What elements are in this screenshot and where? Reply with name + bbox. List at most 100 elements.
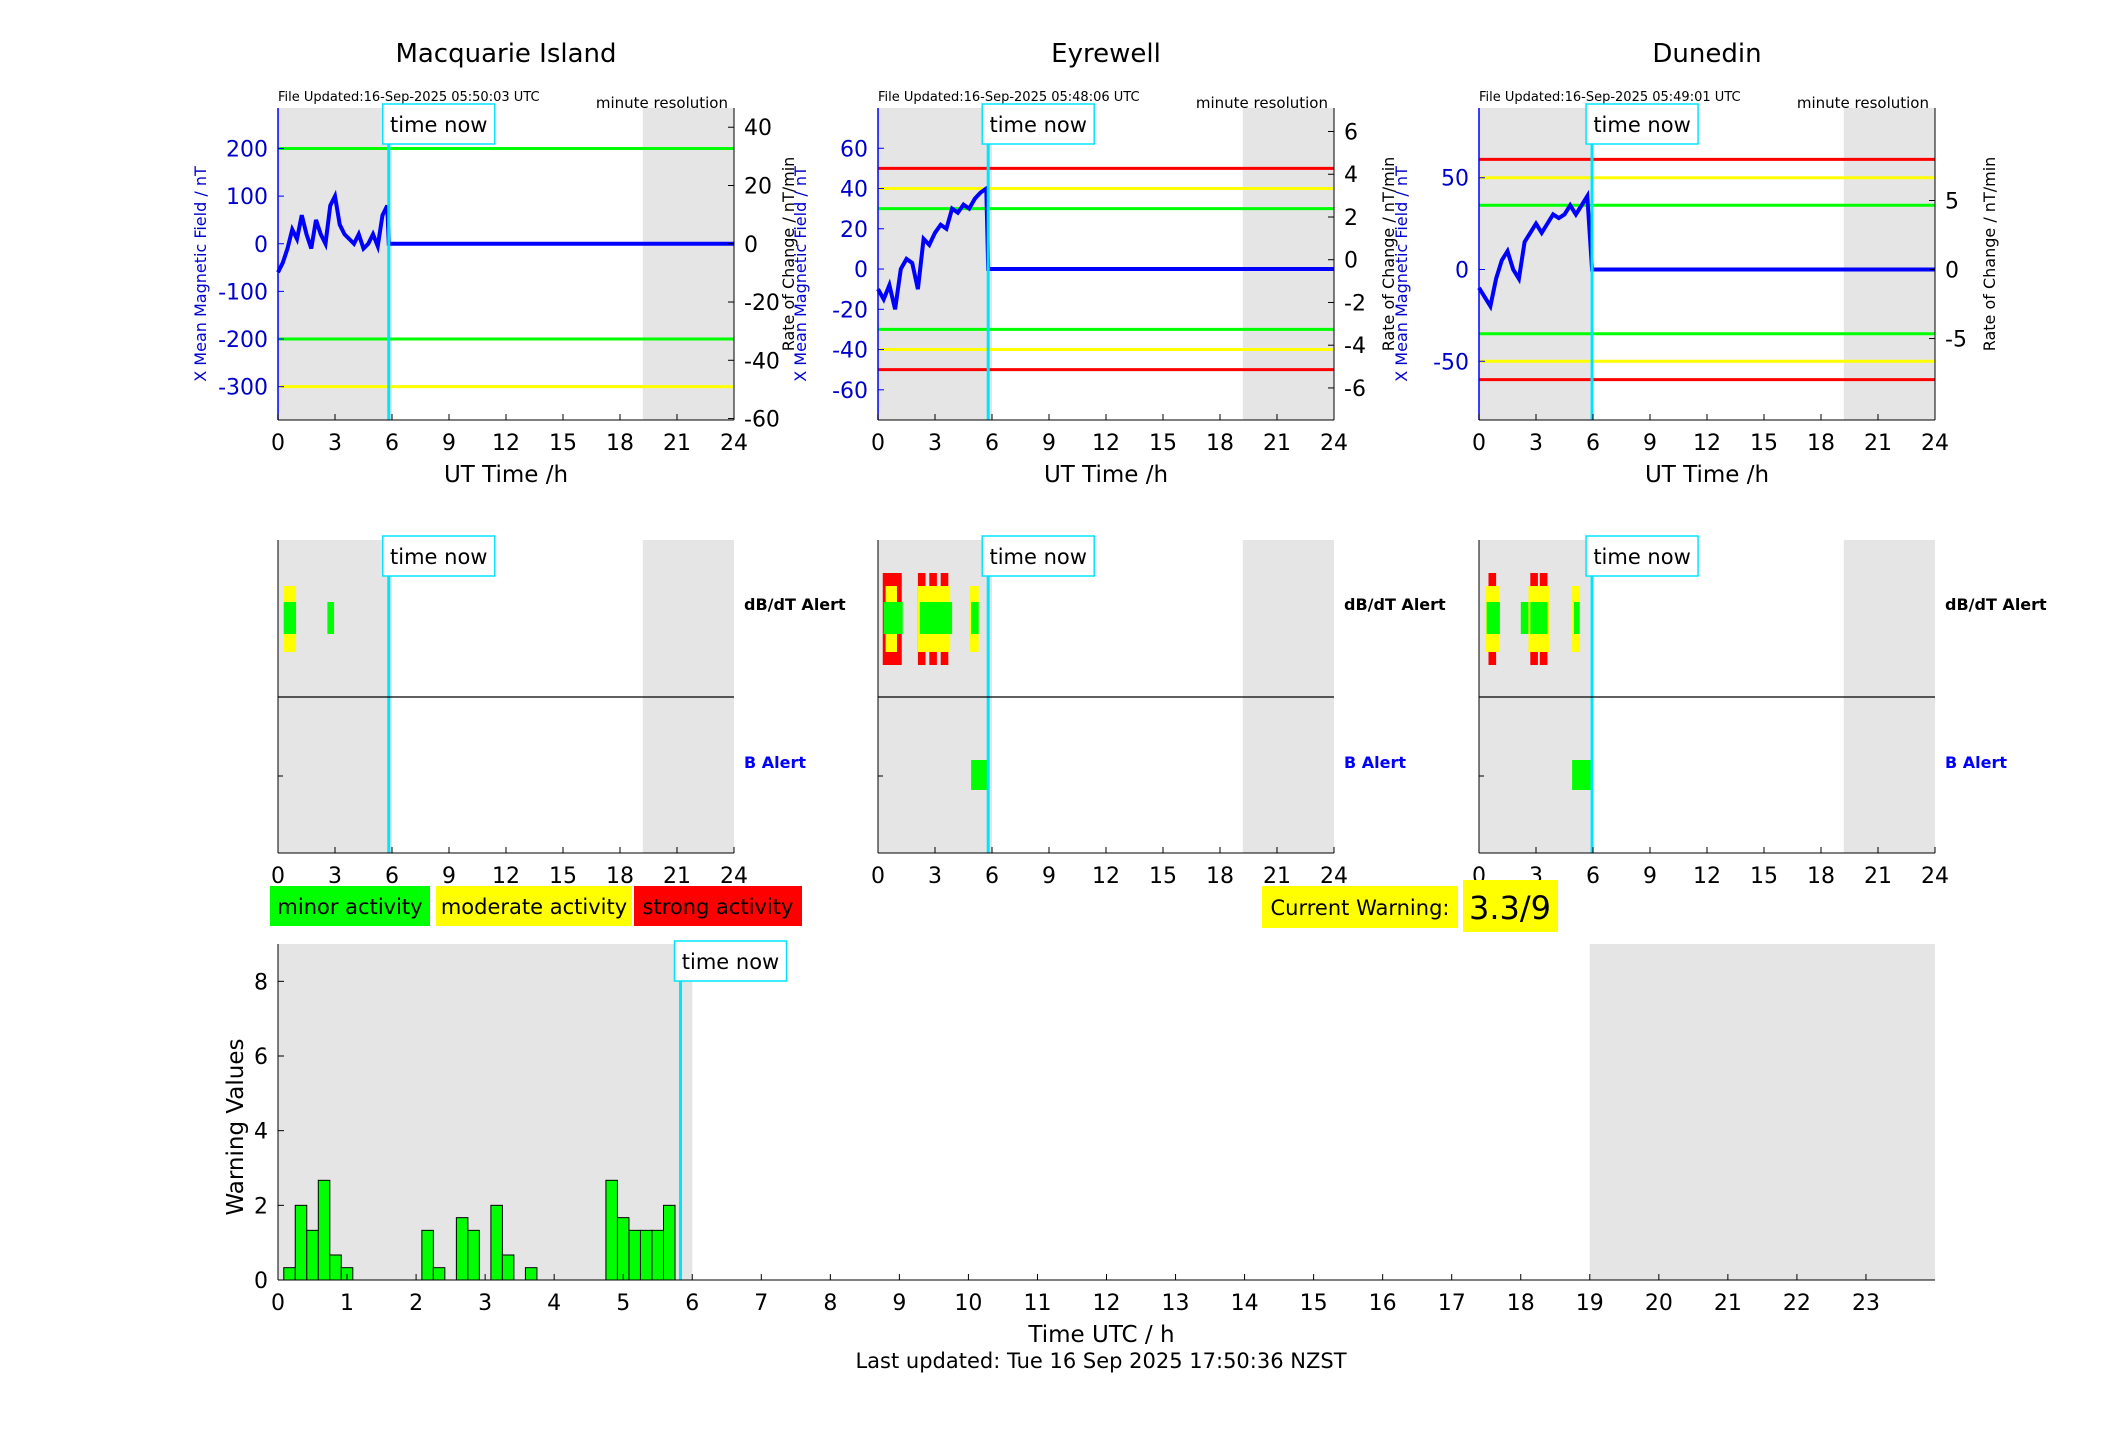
file-updated: File Updated:16-Sep-2025 05:50:03 UTC	[278, 90, 540, 105]
y-right-tick-label: -2	[1344, 291, 1366, 316]
warning-bar	[317, 1179, 331, 1281]
y-tick-label: 2	[254, 1194, 268, 1219]
x-tick-label: 18	[1507, 1291, 1535, 1316]
current-warning-label: Current Warning:	[1271, 896, 1450, 920]
dbdt-alert-bar	[971, 602, 979, 634]
x-tick-label: 15	[1750, 431, 1778, 456]
x-tick-label: 4	[547, 1291, 561, 1316]
y-right-tick-label: -40	[744, 349, 780, 374]
y-left-tick-label: -100	[218, 280, 268, 305]
x-tick-label: 23	[1852, 1291, 1880, 1316]
x-tick-label: 24	[1921, 864, 1949, 889]
x-tick-label: 9	[1643, 864, 1657, 889]
field-series-line	[876, 184, 1334, 310]
y-right-axis-label: Rate of Change / nT/min	[779, 157, 798, 352]
x-tick-label: 3	[328, 864, 342, 889]
x-tick-label: 0	[271, 864, 285, 889]
x-tick-label: 9	[442, 864, 456, 889]
time-now-label: time now	[989, 113, 1086, 137]
warning-bar	[639, 1229, 653, 1281]
x-tick-label: 21	[663, 431, 691, 456]
x-tick-label: 21	[1864, 864, 1892, 889]
dbdt-alert-bar	[883, 602, 903, 634]
night-shade	[642, 108, 734, 420]
y-axis-label: Warning Values	[223, 1038, 249, 1215]
x-tick-label: 24	[1921, 431, 1949, 456]
station-panel-2: Dunedin File Updated:16-Sep-2025 05:49:01…	[1392, 39, 1999, 488]
y-right-tick-label: 4	[1344, 163, 1358, 188]
night-shade	[278, 944, 693, 1280]
x-tick-label: 20	[1645, 1291, 1673, 1316]
warning-bar	[329, 1254, 342, 1281]
y-right-tick-label: 20	[744, 174, 772, 199]
x-tick-label: 3	[1529, 431, 1543, 456]
night-shade	[1242, 108, 1334, 420]
x-tick-label: 9	[892, 1291, 906, 1316]
field-series-line	[1477, 189, 1935, 312]
b-alert-label: B Alert	[744, 753, 806, 772]
night-shade	[878, 108, 992, 420]
x-tick-label: 1	[340, 1291, 354, 1316]
y-left-tick-label: 0	[854, 258, 868, 283]
file-updated: File Updated:16-Sep-2025 05:49:01 UTC	[1479, 90, 1741, 105]
x-tick-label: 6	[985, 864, 999, 889]
dbdt-alert-label: dB/dT Alert	[744, 595, 846, 614]
y-right-tick-label: 5	[1945, 189, 1959, 214]
x-tick-label: 13	[1162, 1291, 1190, 1316]
field-series-line	[276, 189, 734, 274]
time-now-box	[1585, 535, 1699, 577]
y-right-tick-label: -60	[744, 408, 780, 433]
x-tick-label: 21	[1864, 431, 1892, 456]
y-right-tick-label: -20	[744, 291, 780, 316]
x-tick-label: 9	[1042, 431, 1056, 456]
b-alert-label: B Alert	[1945, 753, 2007, 772]
x-tick-label: 14	[1231, 1291, 1259, 1316]
y-left-tick-label: -200	[218, 328, 268, 353]
x-tick-label: 11	[1023, 1291, 1051, 1316]
y-right-axis-label: Rate of Change / nT/min	[1379, 157, 1398, 352]
x-tick-label: 12	[492, 864, 520, 889]
x-tick-label: 21	[1263, 431, 1291, 456]
y-left-tick-label: 60	[840, 137, 868, 162]
dbdt-alert-label: dB/dT Alert	[1344, 595, 1446, 614]
y-left-tick-label: -60	[832, 379, 868, 404]
time-now-box	[673, 940, 788, 982]
y-tick-label: 4	[254, 1120, 268, 1145]
y-right-tick-label: 0	[1945, 259, 1959, 284]
x-tick-label: 5	[616, 1291, 630, 1316]
alert-panel-1: time now 0 3 6 9 12 15 18 21 24 dB/dT Alert B Alert	[871, 535, 1446, 889]
warning-bar	[628, 1229, 641, 1281]
warning-bar	[605, 1179, 618, 1281]
warning-bar	[663, 1204, 676, 1281]
warning-bar	[616, 1217, 630, 1281]
station-title: Eyrewell	[1051, 39, 1161, 69]
x-axis-label: Time UTC / h	[1027, 1322, 1174, 1348]
x-tick-label: 10	[954, 1291, 982, 1316]
y-left-tick-label: 50	[1441, 167, 1469, 192]
station-title: Dunedin	[1652, 39, 1761, 69]
x-tick-label: 6	[685, 1291, 699, 1316]
dbdt-alert-bar	[1574, 602, 1580, 634]
legend-strong-swatch	[634, 886, 802, 926]
station-field-plots: Macquarie Island File Updated:16-Sep-2025…	[191, 39, 1999, 488]
warning-bar	[651, 1229, 664, 1281]
x-tick-label: 24	[1320, 431, 1348, 456]
x-tick-label: 18	[1206, 431, 1234, 456]
current-warning: Current Warning: 3.3/9	[1262, 880, 1558, 932]
current-warning-value-box	[1463, 880, 1558, 932]
station-panel-0: Macquarie Island File Updated:16-Sep-2025…	[191, 39, 798, 488]
x-axis-label: UT Time /h	[444, 462, 568, 488]
warning-bar	[421, 1229, 434, 1281]
y-left-tick-label: 100	[226, 185, 268, 210]
x-tick-label: 6	[1586, 431, 1600, 456]
x-tick-label: 2	[409, 1291, 423, 1316]
warning-bar	[524, 1267, 538, 1281]
y-right-tick-label: 0	[744, 233, 758, 258]
resolution-label: minute resolution	[1196, 94, 1328, 112]
x-tick-label: 24	[720, 431, 748, 456]
y-right-tick-label: 2	[1344, 206, 1358, 231]
y-tick-label: 8	[254, 970, 268, 995]
time-now-label: time now	[1593, 113, 1690, 137]
